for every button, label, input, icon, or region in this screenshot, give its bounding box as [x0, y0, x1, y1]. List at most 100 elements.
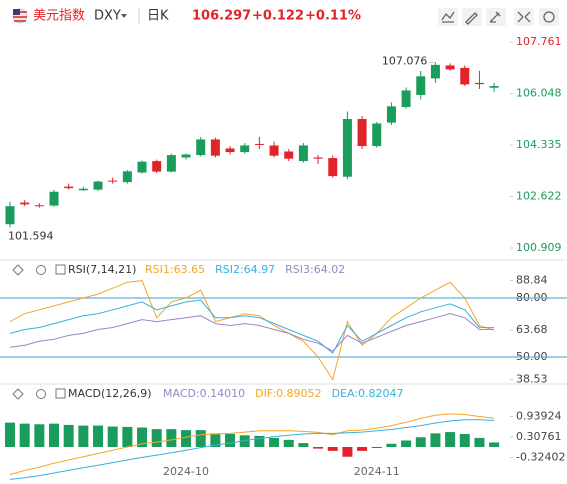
indicator-line	[9, 419, 495, 480]
legend-entry: DIF:0.89052	[255, 387, 321, 400]
low-annotation: 101.594	[8, 229, 54, 242]
collapse-icon[interactable]	[12, 388, 24, 400]
candle-body	[342, 118, 352, 177]
tool-button[interactable]	[514, 8, 534, 26]
candle-body	[152, 161, 162, 172]
indicator-icon	[55, 388, 66, 399]
candle-body	[225, 148, 235, 153]
candle-body	[5, 206, 15, 225]
settings-icon[interactable]	[36, 389, 46, 399]
period[interactable]: 日K	[147, 9, 169, 24]
y-tick-label: 88.84	[516, 274, 548, 287]
tool-button[interactable]	[539, 8, 559, 26]
settings-icon[interactable]	[36, 265, 46, 275]
collapse-icon[interactable]	[12, 264, 24, 276]
macd-bar	[474, 437, 485, 447]
change: +0.122	[252, 9, 304, 24]
macd-bar	[269, 437, 280, 447]
macd-bar	[386, 443, 397, 447]
price: 106.297	[192, 9, 251, 24]
y-tick-label: 102.622	[516, 189, 562, 202]
symbol-code[interactable]: DXY	[94, 9, 121, 24]
macd-bar	[430, 433, 441, 447]
candle-body	[240, 145, 250, 153]
y-tick-label: 0.93924	[516, 410, 562, 423]
candle-body	[313, 157, 323, 159]
flag-canton	[13, 9, 20, 15]
candle-body	[386, 106, 396, 123]
macd-bar	[225, 434, 236, 447]
candle-body	[64, 186, 74, 189]
macd-bar	[239, 435, 250, 447]
symbol-name[interactable]: 美元指数	[33, 9, 85, 24]
candle-body	[122, 171, 132, 183]
macd-bar	[195, 430, 206, 447]
y-tick-label: 38.53	[516, 373, 548, 386]
macd-bar	[298, 443, 309, 447]
legend-entry: RSI2:64.97	[215, 263, 275, 276]
tool-button[interactable]	[438, 8, 458, 26]
candle-body	[328, 158, 338, 177]
candle-body	[181, 154, 191, 158]
macd-bar	[107, 426, 118, 447]
candle-body	[401, 90, 411, 107]
macd-bar	[415, 437, 426, 447]
tool-button[interactable]	[486, 8, 506, 26]
high-annotation: 107.076	[382, 55, 428, 68]
legend-entry: RSI3:64.02	[285, 263, 345, 276]
rsi-header: RSI(7,14,21)	[12, 263, 136, 276]
indicator-icon	[55, 264, 66, 275]
candle-body	[93, 181, 103, 190]
candle-body	[108, 180, 118, 182]
y-tick-label: 106.048	[516, 87, 562, 100]
macd-bar	[342, 446, 353, 457]
tool-icon	[465, 12, 478, 25]
candle-body	[20, 202, 30, 205]
candle-body	[78, 188, 88, 191]
macd-bar	[210, 433, 221, 447]
macd-bar	[166, 429, 177, 447]
candle-body	[284, 151, 294, 159]
macd-bar	[78, 425, 89, 447]
change-pct: +0.11%	[305, 9, 361, 24]
macd-bar	[34, 424, 45, 447]
candle-body	[166, 155, 176, 172]
macd-bar	[445, 432, 456, 447]
y-tick-label: 107.761	[516, 35, 562, 48]
macd-bar	[49, 423, 60, 447]
tool-icon	[517, 11, 531, 23]
macd-bar	[459, 434, 470, 447]
macd-bar	[63, 424, 74, 447]
candle-body	[372, 123, 382, 147]
macd-bar	[122, 426, 133, 447]
macd-bar	[489, 442, 500, 447]
macd-bar	[357, 446, 368, 451]
indicator-line	[9, 413, 495, 476]
macd-bar	[313, 446, 324, 449]
indicator-title: MACD(12,26,9)	[68, 387, 152, 400]
indicator-line	[9, 313, 495, 352]
tool-icon	[441, 11, 455, 23]
candle-body	[196, 139, 206, 156]
macd-bar	[19, 423, 30, 447]
header: 美元指数 DXY 日K 106.297 +0.122 +0.11%	[12, 8, 559, 26]
candle-body	[34, 205, 44, 207]
macd-bar	[327, 446, 338, 451]
candle-body	[298, 145, 308, 162]
y-tick-label: 104.335	[516, 138, 562, 151]
candle-body	[474, 82, 484, 85]
candle-body	[445, 65, 455, 70]
legend-entry: DEA:0.82047	[332, 387, 404, 400]
tool-button[interactable]	[462, 8, 482, 26]
x-tick-label: 2024-11	[354, 465, 400, 478]
dropdown-icon[interactable]	[121, 14, 127, 18]
tool-icon	[489, 11, 501, 23]
legend-entry: MACD:0.14010	[163, 387, 245, 400]
legend-entry: RSI1:63.65	[145, 263, 205, 276]
indicator-line	[9, 299, 495, 354]
candle-body	[210, 139, 220, 156]
macd-bar	[151, 429, 162, 447]
macd-bar	[401, 440, 412, 447]
macd-bar	[137, 427, 148, 447]
